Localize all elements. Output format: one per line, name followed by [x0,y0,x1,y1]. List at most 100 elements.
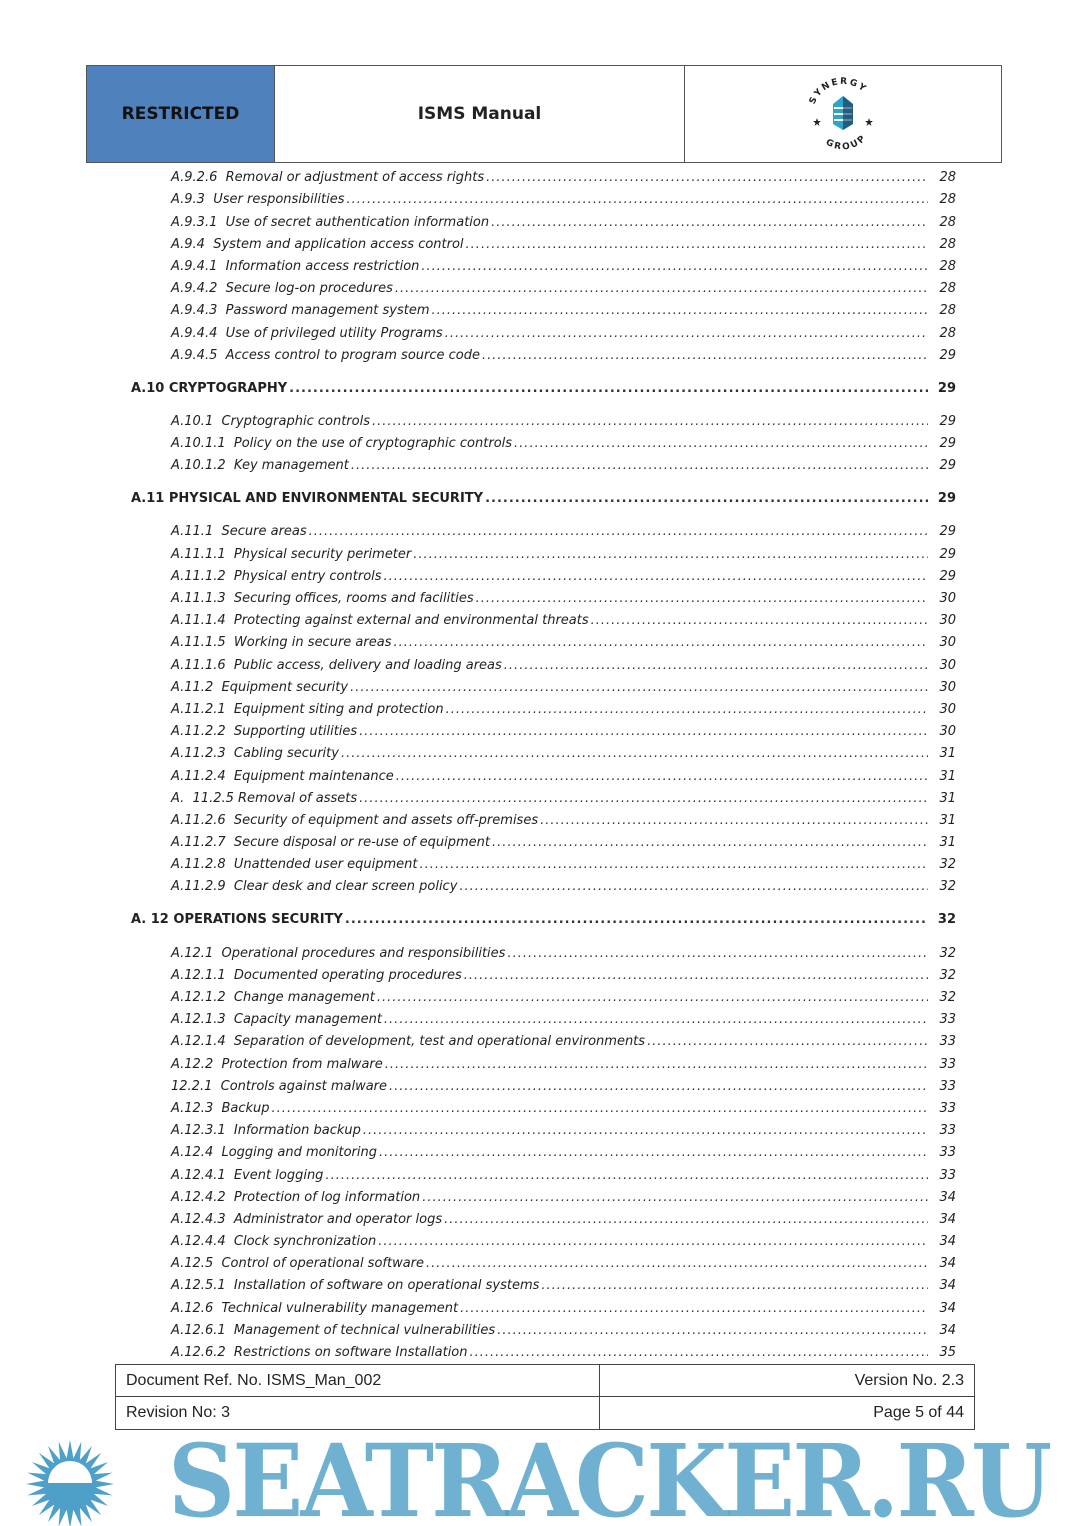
toc-entry[interactable]: A.11.1.3 Securing offices, rooms and fac… [0,585,1080,607]
toc-spacer [226,1034,234,1050]
toc-page-number: 33 [939,1145,956,1161]
toc-entry[interactable]: A.12.4.4 Clock synchronization..........… [0,1228,1080,1251]
toc-leader: ........................................… [394,281,928,297]
toc-spacer [217,303,225,319]
toc-entry[interactable]: A.9.2.6 Removal or adjustment of access … [0,164,1080,187]
toc-entry[interactable]: A.12.1.4 Separation of development, test… [0,1028,1080,1051]
toc-entry[interactable]: A.12.2 Protection from malware..........… [0,1050,1080,1073]
toc-entry[interactable]: A.12.6.1 Management of technical vulnera… [0,1317,1080,1339]
toc-spacer [226,1323,234,1339]
toc-title: Change management [233,990,377,1006]
toc-page-number: 34 [939,1256,956,1272]
toc-number: A.11.1.2 [171,568,226,584]
toc-number: A.11.1.3 [171,591,226,606]
toc-page-number: 34 [939,1234,956,1250]
toc-number: A.11.1.6 [171,657,226,673]
toc-entry[interactable]: A.11.1.4 Protecting against external and… [0,607,1080,630]
toc-entry[interactable]: A.12.4 Logging and monitoring...........… [0,1139,1080,1162]
toc-entry[interactable]: A.9.4.4 Use of privileged utility Progra… [0,319,1080,342]
toc-spacer [226,1168,234,1184]
toc-leader: ........................................… [419,857,928,873]
toc-spacer [226,1212,234,1228]
toc-entry[interactable]: A.9.4.1 Information access restriction..… [0,253,1080,275]
toc-entry[interactable]: A.11.1.2 Physical entry controls........… [0,563,1080,585]
toc-entry[interactable]: A.9.3.1 Use of secret authentication inf… [0,208,1080,231]
toc-entry[interactable]: A.10.1.2 Key management.................… [0,452,1080,475]
toc-entry[interactable]: A.11.2.7 Secure disposal or re-use of eq… [0,829,1080,852]
toc-entry[interactable]: A.12.6 Technical vulnerability managemen… [0,1294,1080,1317]
toc-title: Removal or adjustment of access rights [225,170,487,187]
toc-number: A.12.6 [171,1300,214,1316]
toc-title: Capacity management [233,1012,384,1029]
toc-spacer [226,1190,234,1206]
toc-entry[interactable]: A.11.1.5 Working in secure areas........… [0,629,1080,652]
toc-leader: ........................................… [647,1034,928,1050]
toc-title: Working in secure areas [233,635,394,652]
toc-title: Supporting utilities [233,724,360,741]
toc-leader: ........................................… [384,1056,928,1072]
toc-title: Backup [221,1100,272,1117]
toc-entry[interactable]: A.9.4.3 Password management system......… [0,297,1080,320]
toc-entry[interactable]: A.12.1 Operational procedures and respon… [0,939,1080,962]
toc-entry[interactable]: A. 11.2.5 Removal of assets.............… [0,785,1080,807]
toc-entry[interactable]: A.12.3.1 Information backup.............… [0,1117,1080,1140]
toc-leader: ........................................… [475,591,928,606]
page-footer: Document Ref. No. ISMS_Man_002 Version N… [115,1364,975,1430]
toc-entry[interactable]: A.12.4.3 Administrator and operator logs… [0,1206,1080,1228]
toc-title: Protecting against external and environm… [233,613,591,630]
toc-entry[interactable]: A.12.1.3 Capacity management............… [0,1006,1080,1029]
toc-entry[interactable]: 12.2.1 Controls against malware.........… [0,1073,1080,1095]
toc-entry[interactable]: A.12.5 Control of operational software..… [0,1250,1080,1273]
toc-spacer [226,879,234,895]
watermark-text: SEATRACKER.RU [168,1422,1052,1526]
toc-entry[interactable]: A.11.2.1 Equipment siting and protection… [0,696,1080,718]
toc-title: Physical entry controls [233,568,384,585]
toc-entry[interactable]: A.9.4.5 Access control to program source… [0,342,1080,364]
toc-entry[interactable]: A.11.2 Equipment security...............… [0,674,1080,696]
toc-number: A.11 [131,491,165,507]
toc-page-number: 28 [939,258,956,274]
toc-leader: ........................................… [422,1189,928,1205]
toc-section-heading[interactable]: A.10 CRYPTOGRAPHY.......................… [0,375,1080,397]
toc-title: Equipment siting and protection [233,701,446,718]
toc-leader: ........................................… [540,812,928,828]
toc-title: OPERATIONS SECURITY [173,912,345,929]
toc-entry[interactable]: A.12.1.1 Documented operating procedures… [0,962,1080,984]
toc-section-heading[interactable]: A.11 PHYSICAL AND ENVIRONMENTAL SECURITY… [0,485,1080,508]
toc-leader: ........................................… [491,214,928,230]
toc-spacer [213,1145,221,1161]
toc-page-number: 33 [939,1100,956,1116]
toc-entry[interactable]: A.11.2.2 Supporting utilities...........… [0,718,1080,741]
toc-entry[interactable]: A.10.1.1 Policy on the use of cryptograp… [0,430,1080,453]
toc-entry[interactable]: A.11.2.8 Unattended user equipment......… [0,851,1080,874]
toc-title: Public access, delivery and loading area… [233,657,504,674]
toc-entry[interactable]: A.11.2.4 Equipment maintenance..........… [0,762,1080,785]
toc-number: A.11.1.1 [171,546,226,562]
toc-entry[interactable]: A.11.1.1 Physical security perimeter....… [0,540,1080,563]
toc-entry[interactable]: A.11.1 Secure areas.....................… [0,518,1080,541]
toc-number: A.12.5.1 [171,1278,226,1294]
toc-entry[interactable]: A.11.2.6 Security of equipment and asset… [0,807,1080,829]
toc-entry[interactable]: A.12.4.1 Event logging..................… [0,1161,1080,1184]
toc-entry[interactable]: A.12.5.1 Installation of software on ope… [0,1272,1080,1295]
toc-number: A. 12 [131,912,169,928]
toc-page-number: 28 [939,303,956,319]
toc-entry[interactable]: A.11.2.3 Cabling security...............… [0,740,1080,763]
toc-spacer [226,1012,234,1028]
toc-leader: ........................................… [359,724,928,740]
toc-title: Physical security perimeter [233,546,414,563]
toc-entry[interactable]: A.9.3 User responsibilities.............… [0,186,1080,209]
toc-page-number: 30 [939,591,956,606]
toc-entry[interactable]: A.12.3 Backup...........................… [0,1095,1080,1117]
toc-entry[interactable]: A.11.1.6 Public access, delivery and loa… [0,651,1080,674]
toc-entry[interactable]: A.12.6.2 Restrictions on software Instal… [0,1339,1080,1361]
toc-entry[interactable]: A.12.1.2 Change management..............… [0,984,1080,1006]
toc-number: A.12.4.1 [171,1167,226,1183]
toc-page-number: 29 [937,491,956,507]
toc-entry[interactable]: A.9.4.2 Secure log-on procedures........… [0,275,1080,298]
toc-entry[interactable]: A.9.4 System and application access cont… [0,231,1080,253]
toc-section-heading[interactable]: A. 12 OPERATIONS SECURITY...............… [0,906,1080,929]
toc-entry[interactable]: A.10.1 Cryptographic controls...........… [0,408,1080,430]
toc-entry[interactable]: A.11.2.9 Clear desk and clear screen pol… [0,873,1080,896]
toc-entry[interactable]: A.12.4.2 Protection of log information..… [0,1184,1080,1206]
